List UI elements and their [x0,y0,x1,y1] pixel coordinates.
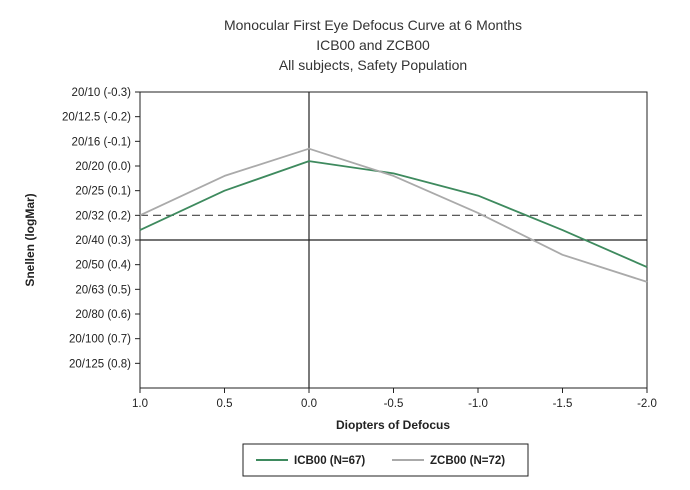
y-axis-label: Snellen (logMar) [23,193,37,286]
series-lines [139,147,648,283]
legend-label-zcb00: ZCB00 (N=72) [430,455,505,467]
x-tick-label: 0.0 [301,398,317,410]
x-tick-label: 1.0 [132,398,148,410]
y-tick-label: 20/10 (-0.3) [72,87,132,99]
chart-title-line-3: All subjects, Safety Population [279,57,467,73]
y-tick-label: 20/80 (0.6) [75,309,131,321]
x-tick-label: -1.5 [553,398,573,410]
chart-title-line-2: ICB00 and ZCB00 [316,37,430,53]
legend-label-icb00: ICB00 (N=67) [294,455,365,467]
y-tick-label: 20/50 (0.4) [75,260,131,272]
series-line-zcb00 [139,147,648,283]
legend-box [242,443,529,477]
legend: ICB00 (N=67) ZCB00 (N=72) [242,443,529,477]
x-tick-label: -0.5 [384,398,404,410]
x-axis-ticks: 1.0 0.5 0.0 -0.5 -1.0 -1.5 -2.0 [132,388,657,410]
y-tick-label: 20/32 (0.2) [75,210,131,222]
y-tick-label: 20/20 (0.0) [75,161,131,173]
y-tick-label: 20/40 (0.3) [75,235,131,247]
x-tick-label: -2.0 [637,398,657,410]
y-tick-label: 20/100 (0.7) [69,334,131,346]
x-tick-label: 0.5 [217,398,233,410]
y-tick-label: 20/25 (0.1) [75,186,131,198]
y-tick-label: 20/63 (0.5) [75,284,131,296]
x-axis-label: Diopters of Defocus [336,418,450,432]
y-tick-label: 20/12.5 (-0.2) [62,112,131,124]
reference-lines [140,92,647,388]
y-axis-ticks: 20/10 (-0.3) 20/12.5 (-0.2) 20/16 (-0.1) 20… [62,87,140,370]
y-tick-label: 20/16 (-0.1) [72,136,132,148]
x-tick-label: -1.0 [468,398,488,410]
chart-title-line-1: Monocular First Eye Defocus Curve at 6 M… [224,17,522,33]
series-line-icb00 [139,160,648,268]
y-tick-label: 20/125 (0.8) [69,358,131,370]
